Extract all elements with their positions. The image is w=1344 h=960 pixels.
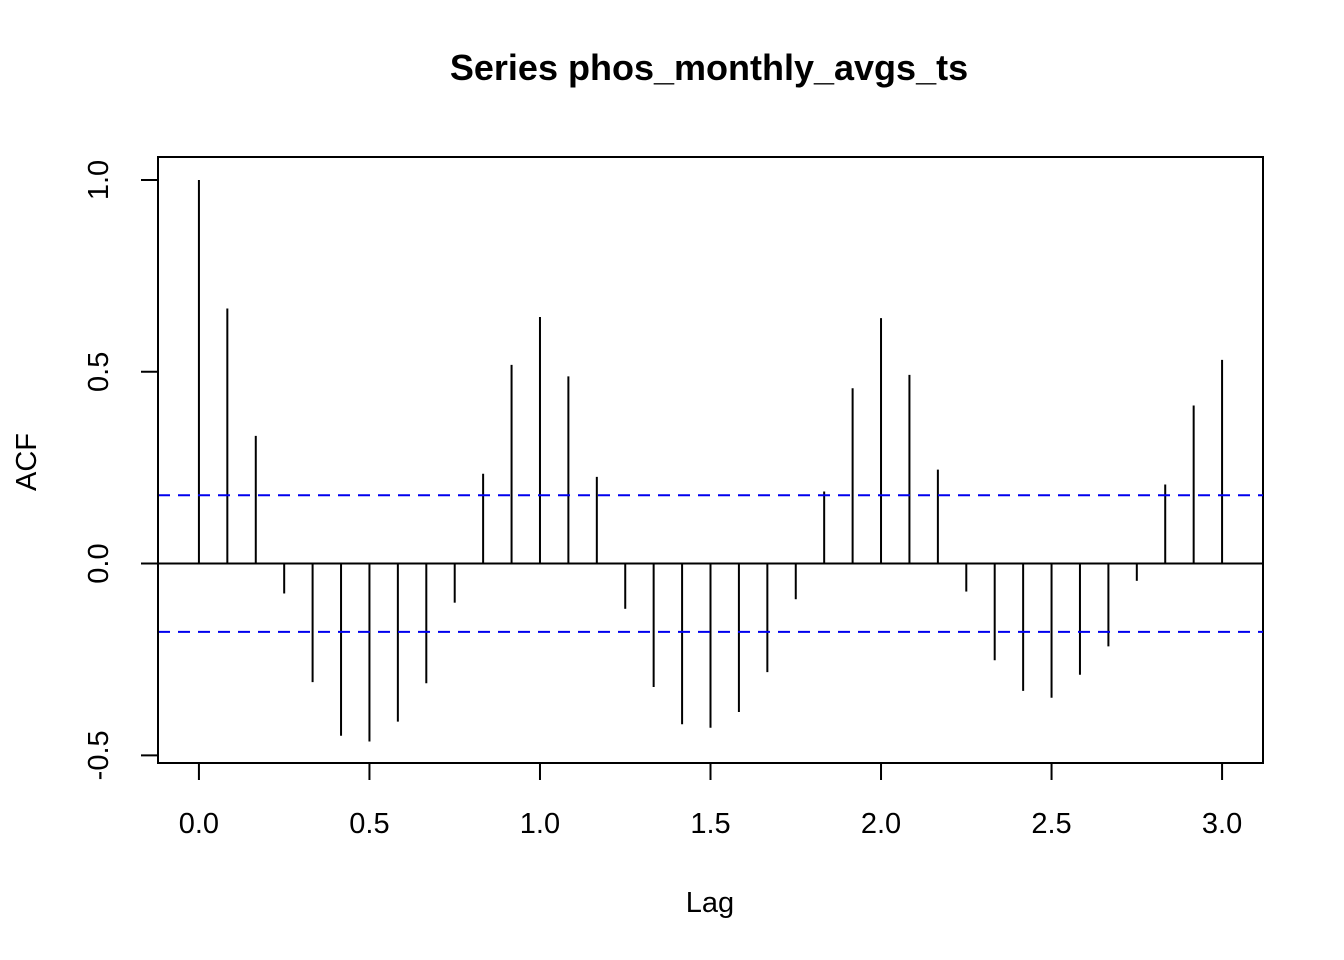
y-axis-label: ACF [11, 433, 43, 491]
confidence-lines [158, 494, 1263, 633]
y-tick-label: 0.0 [83, 543, 115, 583]
x-tick-label: 1.0 [520, 808, 560, 840]
chart-title: Series phos_monthly_avgs_ts [450, 47, 968, 88]
x-tick-label: 2.5 [1031, 808, 1071, 840]
y-tick-label: 0.5 [83, 352, 115, 392]
x-tick-label: 0.5 [349, 808, 389, 840]
x-tick-label: 1.5 [690, 808, 730, 840]
y-tick-label: -0.5 [83, 730, 115, 780]
y-tick-label: 1.0 [83, 160, 115, 200]
x-axis-label: Lag [686, 887, 734, 919]
acf-bars [158, 180, 1263, 742]
x-tick-label: 3.0 [1202, 808, 1242, 840]
x-tick-label: 0.0 [179, 808, 219, 840]
y-axis: -0.5 0.0 0.5 1.0 [83, 160, 159, 780]
x-axis: 0.0 0.5 1.0 1.5 2.0 2.5 3.0 [179, 762, 1242, 840]
x-tick-label: 2.0 [861, 808, 901, 840]
